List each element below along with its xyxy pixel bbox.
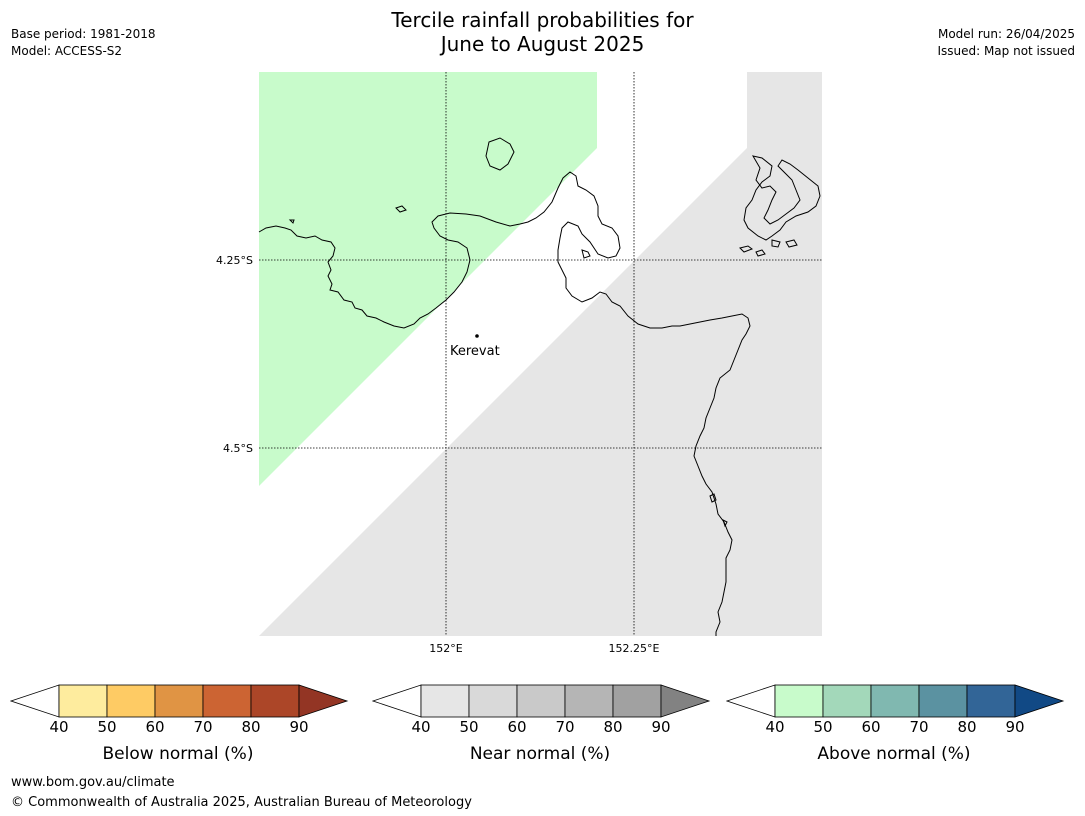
coastline-island (485, 137, 515, 171)
near-normal-region (259, 72, 822, 636)
colorbar-below-normal-swatches (9, 684, 349, 718)
colorbar-swatch (966, 684, 1016, 718)
colorbar-near-normal: 40 50 60 70 80 90 Near normal (%) (371, 684, 712, 764)
colorbar-tick: 70 (193, 718, 213, 736)
colorbar-swatch (420, 684, 470, 718)
kerevat-label: Kerevat (450, 344, 500, 359)
issued-text: Issued: Map not issued (937, 44, 1075, 58)
colorbar-swatch (106, 684, 156, 718)
colorbar-tick: 90 (289, 718, 309, 736)
colorbar-tick: 50 (813, 718, 833, 736)
colorbar-swatch (202, 684, 252, 718)
colorbar-tick: 90 (651, 718, 671, 736)
model-info: Base period: 1981-2018 Model: ACCESS-S2 (11, 26, 156, 60)
colorbar-swatch (612, 684, 662, 718)
colorbar-high-extension (298, 684, 349, 718)
model-text: Model: ACCESS-S2 (11, 44, 123, 58)
colorbar-tick: 80 (957, 718, 977, 736)
lon-label-152-25: 152.25°E (609, 642, 660, 655)
colorbar-tick: 60 (145, 718, 165, 736)
colorbar-tick: 60 (507, 718, 527, 736)
colorbar-swatch (870, 684, 920, 718)
colorbar-above-normal-label: Above normal (%) (817, 744, 971, 764)
footer-copyright: © Commonwealth of Australia 2025, Austra… (11, 795, 472, 810)
colorbar-below-normal-label: Below normal (%) (102, 744, 254, 764)
coastline-islet (288, 219, 295, 224)
lat-label-4-5: 4.5°S (223, 442, 253, 455)
model-run-text: Model run: 26/04/2025 (937, 27, 1075, 41)
colorbar-near-normal-swatches (371, 684, 711, 718)
colorbar-low-extension (371, 684, 422, 718)
lon-label-152: 152°E (429, 642, 462, 655)
colorbar-swatch (822, 684, 872, 718)
colorbar-swatch (918, 684, 968, 718)
colorbar-high-extension (1014, 684, 1065, 718)
colorbar-swatch (564, 684, 614, 718)
colorbar-swatch (516, 684, 566, 718)
coastline-islet (739, 245, 754, 253)
colorbar-tick: 50 (459, 718, 479, 736)
coastline-islet (785, 239, 798, 248)
colorbar-tick: 80 (603, 718, 623, 736)
coastline-main (258, 171, 751, 636)
colorbar-above-normal: 40 50 60 70 80 90 Above normal (%) (725, 684, 1066, 764)
colorbar-swatch (468, 684, 518, 718)
colorbar-tick: 40 (49, 718, 69, 736)
colorbar-swatch (250, 684, 300, 718)
colorbar-low-extension (9, 684, 60, 718)
colorbar-below-normal: 40 50 60 70 80 90 Below normal (%) (9, 684, 350, 764)
colorbar-swatch (58, 684, 108, 718)
footer-url: www.bom.gov.au/climate (11, 775, 175, 790)
kerevat-marker (475, 334, 479, 338)
colorbar-low-extension (725, 684, 776, 718)
coastline-islet (722, 519, 728, 528)
colorbar-near-normal-label: Near normal (%) (469, 744, 611, 764)
colorbar-tick: 40 (411, 718, 431, 736)
base-period-text: Base period: 1981-2018 (11, 27, 156, 41)
title-line-2: June to August 2025 (440, 32, 645, 56)
coastline-east (743, 155, 821, 241)
colorbar-swatch (154, 684, 204, 718)
forecast-map: 4.25°S 4.5°S 152°E 152.25°E Kerevat (216, 72, 822, 655)
above-normal-region (259, 72, 597, 486)
coastline (258, 137, 821, 636)
colorbar-tick: 70 (909, 718, 929, 736)
lat-label-4-25: 4.25°S (216, 254, 253, 267)
graticule (259, 72, 822, 636)
colorbar-tick: 70 (555, 718, 575, 736)
colorbar-tick: 50 (97, 718, 117, 736)
title-line-1: Tercile rainfall probabilities for (391, 8, 694, 32)
run-info: Model run: 26/04/2025 Issued: Map not is… (937, 26, 1075, 60)
coastline-islet (771, 239, 781, 248)
coastline-islet (395, 205, 407, 213)
colorbar-tick: 60 (861, 718, 881, 736)
colorbar-tick: 90 (1005, 718, 1025, 736)
colorbar-tick: 40 (765, 718, 785, 736)
colorbar-tick: 80 (241, 718, 261, 736)
coastline-islet (755, 249, 766, 257)
map-title: Tercile rainfall probabilities for June … (0, 8, 1085, 56)
coastline-islet (709, 493, 717, 503)
colorbar-swatch (774, 684, 824, 718)
coastline-islet (581, 249, 591, 259)
colorbar-above-normal-swatches (725, 684, 1065, 718)
colorbar-high-extension (660, 684, 711, 718)
